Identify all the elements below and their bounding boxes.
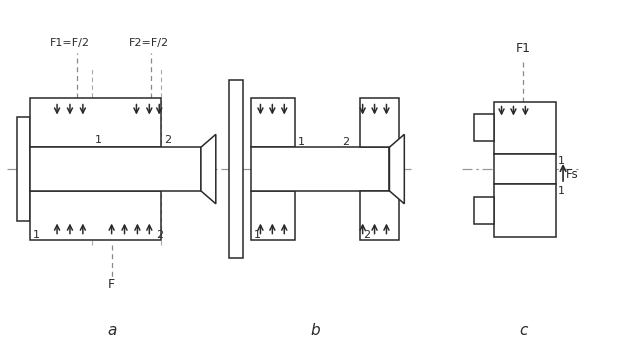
Text: 2: 2 — [342, 137, 349, 147]
Bar — [493, 102, 556, 154]
Text: 2: 2 — [156, 229, 163, 240]
Text: 1: 1 — [558, 156, 565, 166]
Text: 1: 1 — [558, 186, 565, 196]
Bar — [229, 80, 243, 258]
Text: F1: F1 — [516, 42, 531, 55]
Text: 1: 1 — [253, 229, 260, 240]
Text: F: F — [108, 278, 115, 291]
Text: 1: 1 — [33, 229, 40, 240]
Bar — [30, 147, 201, 191]
Bar — [251, 191, 295, 240]
Bar — [474, 197, 493, 224]
Text: 1: 1 — [298, 137, 305, 147]
Bar — [17, 118, 30, 221]
Bar — [474, 114, 493, 141]
Bar — [251, 147, 389, 191]
Bar — [30, 191, 161, 240]
Text: a: a — [107, 323, 116, 338]
Bar — [359, 98, 399, 147]
Bar — [251, 98, 295, 147]
Bar — [493, 154, 556, 184]
Text: 2: 2 — [363, 229, 370, 240]
Bar — [493, 184, 556, 236]
Text: b: b — [311, 323, 320, 338]
Text: c: c — [519, 323, 528, 338]
Polygon shape — [201, 134, 216, 204]
Polygon shape — [389, 134, 404, 204]
Text: F1=F/2: F1=F/2 — [50, 38, 90, 48]
Bar — [359, 191, 399, 240]
Text: 2: 2 — [164, 135, 171, 145]
Text: F2=F/2: F2=F/2 — [130, 38, 170, 48]
Bar — [30, 98, 161, 147]
Text: 1: 1 — [95, 135, 102, 145]
Text: Fs: Fs — [566, 167, 578, 181]
